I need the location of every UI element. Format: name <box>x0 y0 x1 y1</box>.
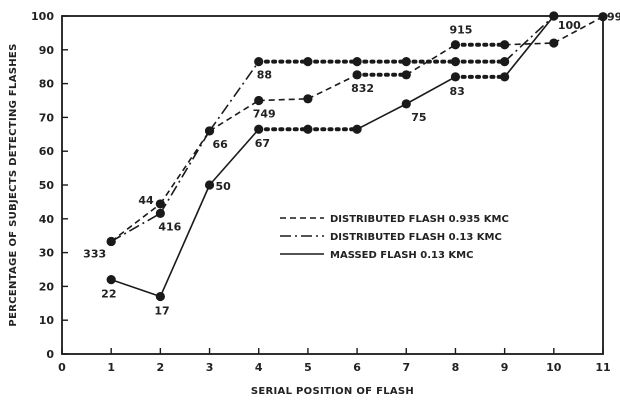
data-label: 333 <box>83 247 106 260</box>
data-point-series-2 <box>106 275 116 285</box>
x-tick-label: 9 <box>501 361 509 374</box>
data-label: 88 <box>257 69 272 82</box>
data-label: 832 <box>351 82 374 95</box>
y-tick-label: 70 <box>39 111 55 124</box>
y-tick-label: 20 <box>39 280 55 293</box>
legend: DISTRIBUTED FLASH 0.935 KMC DISTRIBUTED F… <box>280 214 509 261</box>
data-label: 75 <box>411 111 426 124</box>
x-tick-label: 2 <box>157 361 165 374</box>
data-point-series-0 <box>401 70 411 80</box>
series-segment-2 <box>159 184 211 297</box>
series-segment-1 <box>110 212 161 243</box>
data-point-series-0 <box>155 199 165 209</box>
data-point-series-2 <box>303 124 313 134</box>
series-segment-2 <box>405 76 456 105</box>
data-label: 749 <box>253 108 276 121</box>
x-tick-label: 6 <box>353 361 361 374</box>
series-segment-0 <box>159 130 211 205</box>
legend-entry-label: DISTRIBUTED FLASH 0.935 KMC <box>330 214 509 225</box>
series-segment-0 <box>307 74 358 100</box>
data-point-series-0 <box>549 38 559 48</box>
x-tick-label: 3 <box>206 361 214 374</box>
x-tick-label: 11 <box>595 361 610 374</box>
data-point-series-0 <box>598 12 608 22</box>
data-label: 83 <box>449 85 464 98</box>
data-point-series-1 <box>254 57 264 67</box>
data-point-series-1 <box>303 57 313 67</box>
y-tick-label: 100 <box>31 10 54 23</box>
data-label: 416 <box>158 220 181 233</box>
data-label: 44 <box>138 194 154 207</box>
data-point-series-2 <box>155 291 165 302</box>
data-label: 998 <box>607 11 620 24</box>
legend-entry-label: DISTRIBUTED FLASH 0.13 KMC <box>330 232 502 243</box>
data-point-series-0 <box>450 40 461 50</box>
series-segment-2 <box>208 128 260 186</box>
series-segment-0 <box>504 42 554 46</box>
data-point-series-2 <box>549 11 559 21</box>
x-tick-label: 1 <box>107 361 115 374</box>
y-tick-label: 10 <box>39 314 55 327</box>
series-segment-1 <box>159 130 211 214</box>
data-label: 915 <box>449 24 472 37</box>
x-tick-label: 10 <box>546 361 562 374</box>
x-axis-label: SERIAL POSITION OF FLASH <box>251 386 414 397</box>
series-segment-2 <box>504 15 555 78</box>
data-point-series-1 <box>155 208 165 218</box>
data-point-series-1 <box>106 236 116 247</box>
y-tick-label: 40 <box>39 213 55 226</box>
x-tick-label: 8 <box>452 361 460 374</box>
series-segment-1 <box>504 15 555 63</box>
x-tick-label: 5 <box>304 361 312 374</box>
y-axis-label: PERCENTAGE OF SUBJECTS DETECTING FLASHES <box>8 43 19 326</box>
series-lines <box>110 15 604 298</box>
data-point-series-0 <box>352 70 362 80</box>
data-label: 50 <box>216 180 232 193</box>
data-label: 17 <box>154 305 169 318</box>
data-point-series-1 <box>401 57 411 67</box>
y-tick-label: 60 <box>39 145 55 158</box>
data-point-series-0 <box>303 94 313 104</box>
data-label: 22 <box>101 288 116 301</box>
data-label: 100 <box>558 19 581 32</box>
data-point-series-2 <box>352 124 362 134</box>
x-tick-label: 0 <box>58 361 66 374</box>
y-tick-label: 50 <box>39 179 55 192</box>
y-tick-label: 30 <box>39 247 55 260</box>
data-labels: 333 44 749 832 915 998 416 66 88 22 17 50 67 75 83 100 <box>83 11 620 318</box>
y-tick-label: 90 <box>39 44 55 57</box>
series-segment-0 <box>110 203 161 243</box>
series-segment-0 <box>258 98 308 102</box>
legend-entry-label: MASSED FLASH 0.13 KMC <box>330 250 473 261</box>
series-segment-2 <box>356 103 407 130</box>
x-tick-label: 4 <box>255 361 263 374</box>
series-segment-0 <box>209 99 260 132</box>
plot-frame <box>61 15 604 355</box>
data-point-series-2 <box>500 72 510 82</box>
data-points <box>106 11 608 302</box>
series-segment-2 <box>110 278 161 298</box>
y-tick-label: 80 <box>39 78 55 91</box>
series-segment-1 <box>208 61 260 132</box>
x-tick-label: 7 <box>402 361 410 374</box>
data-point-series-2 <box>204 180 215 190</box>
data-point-series-1 <box>204 126 215 136</box>
data-point-series-1 <box>500 57 510 67</box>
data-point-series-1 <box>352 57 362 67</box>
data-label: 66 <box>213 138 229 151</box>
data-label: 67 <box>255 137 270 150</box>
data-point-series-1 <box>450 57 461 67</box>
data-point-series-2 <box>254 124 264 134</box>
y-tick-label: 0 <box>46 348 54 361</box>
data-point-series-2 <box>450 72 461 82</box>
data-point-series-2 <box>401 99 411 109</box>
data-point-series-0 <box>500 40 510 50</box>
data-point-series-0 <box>254 95 264 106</box>
